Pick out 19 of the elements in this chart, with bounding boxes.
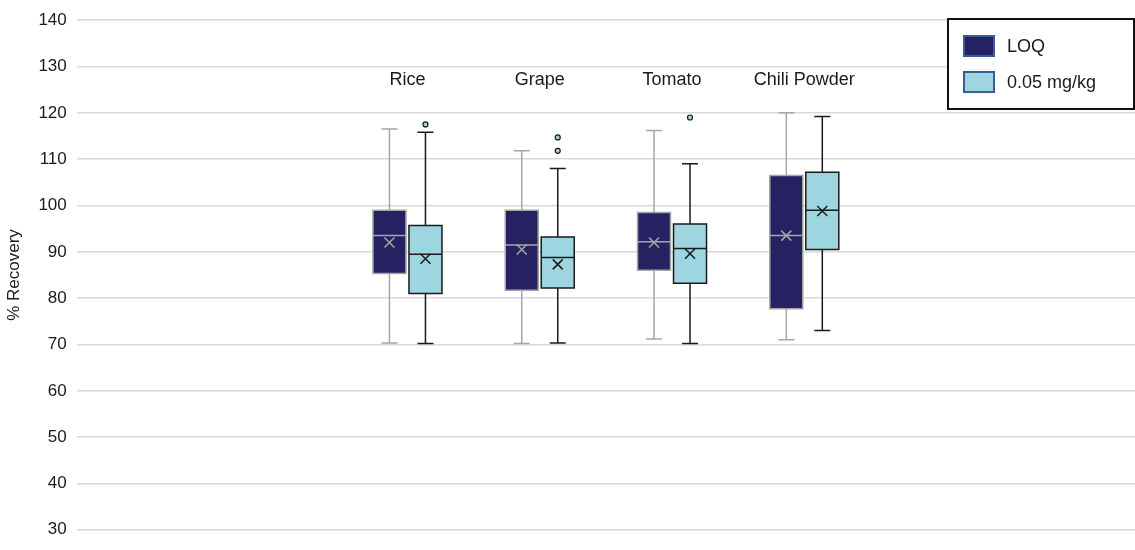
y-tick-label: 70 bbox=[47, 334, 67, 354]
y-tick-label: 90 bbox=[47, 241, 67, 261]
legend-label: LOQ bbox=[1007, 35, 1046, 57]
x-tick-label: Grape bbox=[514, 69, 565, 90]
y-tick-label: 60 bbox=[47, 380, 67, 400]
y-tick-label: 140 bbox=[38, 9, 67, 29]
y-tick-label: 40 bbox=[47, 473, 67, 493]
y-tick-label: 110 bbox=[39, 148, 67, 168]
y-tick-label: 120 bbox=[38, 102, 67, 122]
y-tick-label: 50 bbox=[47, 426, 67, 446]
y-tick-label: 80 bbox=[47, 287, 67, 307]
x-tick-label: Rice bbox=[389, 69, 426, 90]
y-tick-label: 130 bbox=[38, 56, 67, 76]
y-axis-title: % Recovery bbox=[3, 228, 23, 321]
y-tick-label: 30 bbox=[47, 519, 67, 539]
y-tick-label: 100 bbox=[38, 195, 67, 215]
x-tick-label: Chili Powder bbox=[753, 69, 855, 90]
legend-label: 0.05 mg/kg bbox=[1007, 71, 1097, 93]
x-tick-label: Tomato bbox=[642, 69, 702, 90]
